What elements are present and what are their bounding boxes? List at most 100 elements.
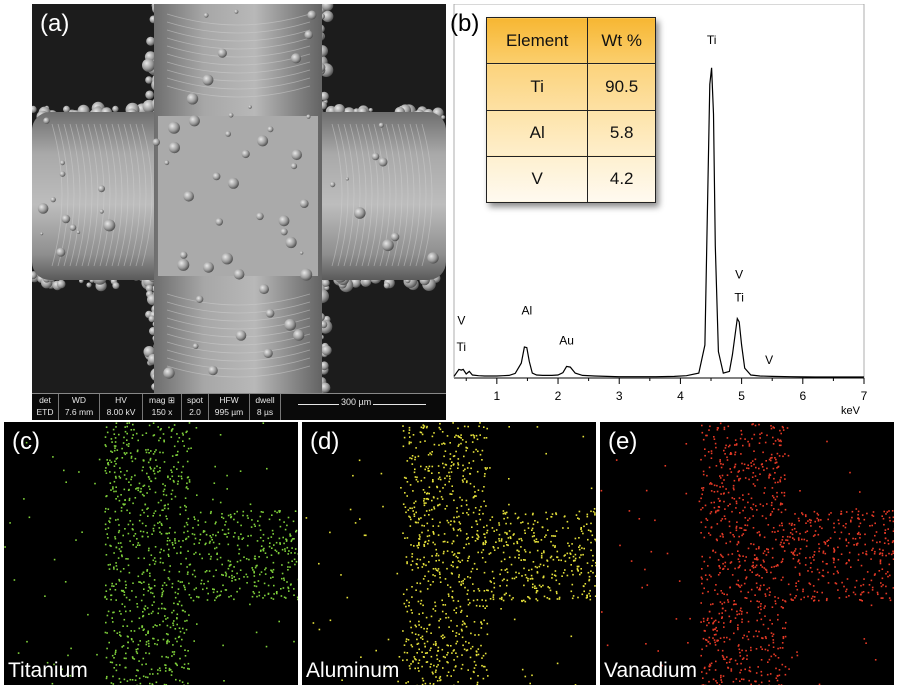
element-signal-dot: [132, 502, 134, 505]
element-signal-dot: [465, 543, 468, 546]
element-signal-dot: [411, 569, 414, 571]
element-signal-dot: [529, 551, 531, 554]
element-signal-dot: [817, 518, 820, 521]
powder-particle: [257, 135, 269, 147]
element-signal-dot: [713, 491, 716, 493]
element-signal-dot: [458, 521, 461, 523]
element-signal-dot: [153, 472, 156, 475]
element-signal-dot: [176, 454, 179, 456]
element-signal-dot: [467, 598, 470, 601]
element-signal-dot: [879, 552, 882, 554]
element-signal-dot: [187, 650, 189, 652]
element-signal-dot: [724, 453, 726, 455]
powder-particle: [248, 105, 252, 109]
element-signal-dot: [790, 524, 793, 526]
element-signal-dot: [542, 584, 544, 587]
element-signal-dot: [409, 436, 411, 438]
element-signal-dot: [222, 584, 224, 587]
element-signal-dot: [450, 471, 453, 473]
element-signal-dot: [446, 567, 448, 570]
element-signal-dot: [120, 550, 122, 553]
scan-track: [166, 333, 311, 346]
element-signal-dot: [790, 551, 793, 554]
element-signal-dot: [114, 475, 117, 478]
element-signal-dot: [766, 588, 768, 591]
element-signal-dot: [885, 572, 887, 575]
element-signal-dot: [729, 658, 731, 661]
element-signal-dot: [135, 546, 137, 548]
element-signal-dot: [259, 537, 262, 539]
element-signal-dot: [433, 507, 436, 510]
element-signal-dot: [860, 584, 862, 587]
element-signal-dot: [146, 607, 149, 609]
element-signal-dot: [771, 495, 774, 497]
element-signal-dot: [540, 539, 543, 541]
element-signal-dot: [210, 555, 212, 558]
powder-particle: [290, 163, 298, 170]
element-signal-dot: [412, 661, 414, 663]
element-signal-dot: [524, 600, 527, 603]
element-signal-dot: [434, 641, 437, 643]
element-signal-dot: [740, 433, 743, 436]
element-signal-dot: [726, 456, 728, 459]
element-signal-dot: [124, 426, 126, 428]
element-signal-dot: [169, 539, 171, 542]
element-signal-dot: [794, 513, 796, 515]
element-signal-dot: [453, 609, 455, 611]
powder-particle: [322, 10, 334, 23]
element-signal-dot: [845, 596, 848, 598]
element-signal-dot: [423, 642, 426, 645]
element-signal-dot: [717, 509, 720, 512]
element-signal-dot: [731, 574, 734, 576]
element-signal-dot: [406, 561, 408, 563]
element-signal-dot: [107, 527, 110, 529]
element-signal-dot: [112, 683, 115, 685]
element-signal-dot: [716, 510, 719, 512]
element-signal-dot: [177, 461, 180, 464]
element-signal-dot: [109, 563, 111, 566]
element-signal-dot: [251, 567, 253, 569]
element-signal-dot: [710, 617, 713, 620]
element-signal-dot: [186, 482, 188, 485]
element-signal-dot: [506, 533, 508, 535]
element-signal-dot: [728, 638, 731, 641]
element-signal-dot: [123, 474, 126, 476]
element-signal-dot: [722, 463, 724, 466]
element-signal-dot: [290, 540, 293, 543]
element-signal-dot: [863, 518, 866, 521]
element-signal-dot: [589, 595, 591, 597]
element-signal-dot: [127, 523, 130, 526]
element-signal-dot: [807, 520, 809, 522]
panel-label-e: (e): [608, 428, 638, 455]
element-signal-dot: [178, 540, 180, 542]
element-signal-dot: [414, 476, 417, 478]
element-signal-dot: [153, 512, 155, 515]
element-signal-dot: [698, 500, 701, 503]
element-signal-dot: [521, 600, 523, 603]
element-signal-dot: [70, 647, 72, 650]
element-signal-dot: [294, 552, 296, 554]
element-signal-dot: [489, 467, 491, 469]
element-signal-dot: [276, 511, 278, 514]
element-signal-dot: [765, 569, 768, 571]
element-signal-dot: [159, 451, 161, 454]
element-signal-dot: [444, 656, 446, 659]
element-signal-dot: [813, 590, 816, 593]
element-signal-dot: [870, 579, 873, 582]
element-signal-dot: [460, 583, 462, 586]
element-signal-dot: [431, 465, 434, 468]
element-signal-dot: [717, 649, 720, 652]
element-signal-dot: [594, 514, 596, 516]
element-signal-dot: [184, 509, 187, 512]
element-signal-dot: [426, 588, 429, 590]
element-signal-dot: [726, 459, 729, 461]
element-signal-dot: [756, 479, 759, 481]
element-signal-dot: [124, 503, 126, 505]
table-cell-element: Ti: [485, 63, 589, 111]
element-signal-dot: [340, 574, 342, 576]
element-signal-dot: [752, 635, 755, 638]
element-signal-dot: [883, 523, 885, 526]
element-signal-dot: [375, 649, 377, 652]
element-signal-dot: [109, 588, 111, 591]
element-signal-dot: [742, 555, 744, 557]
